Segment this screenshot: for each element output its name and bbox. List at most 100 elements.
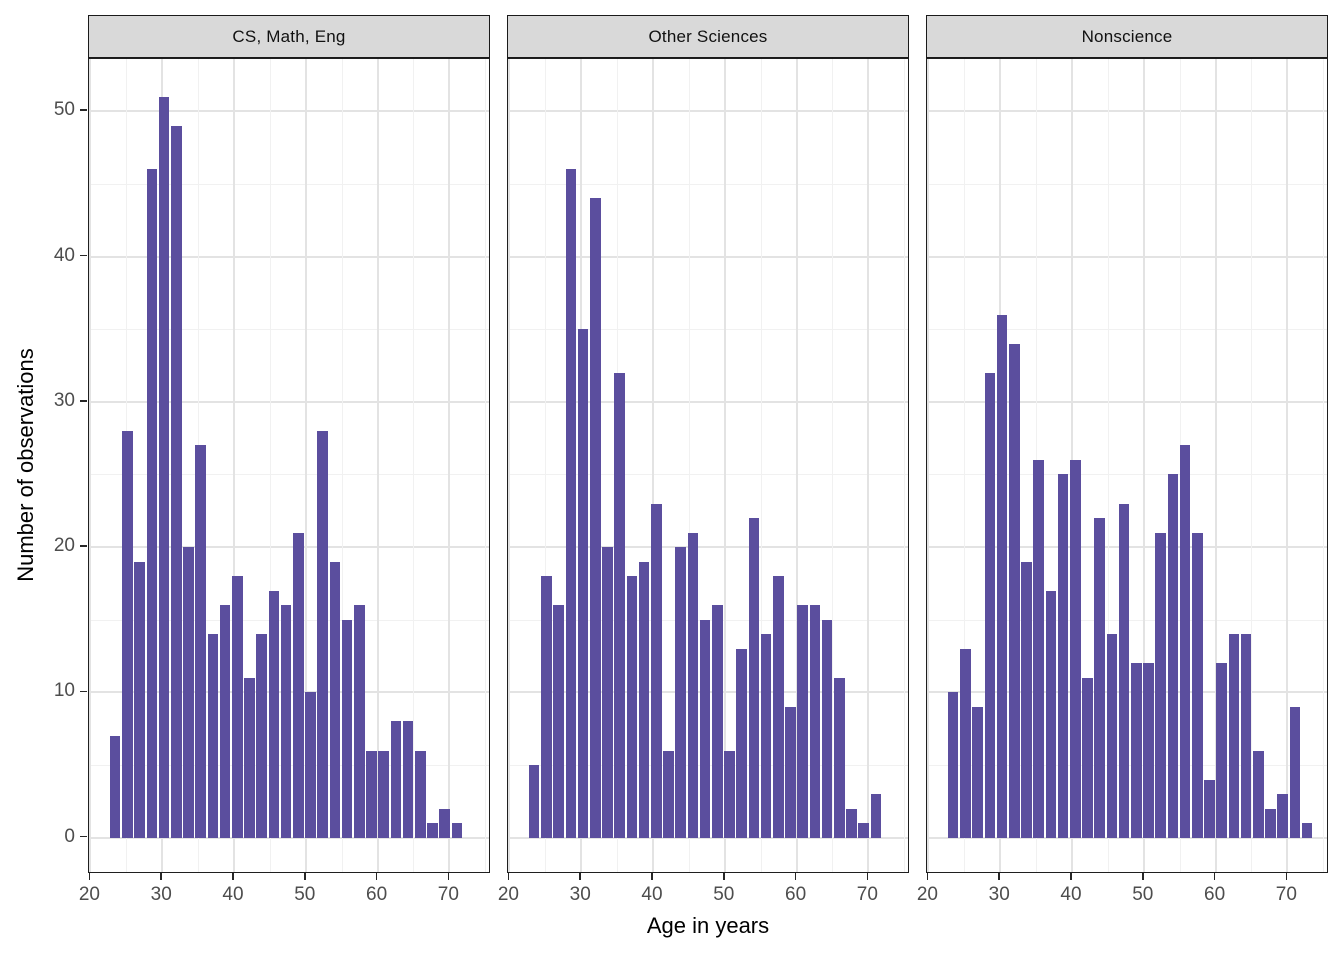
gridline-minor-h	[508, 329, 908, 331]
gridline-minor-h	[927, 474, 1327, 476]
x-tick-label: 30	[150, 884, 172, 905]
x-tick-label: 50	[1132, 884, 1154, 905]
histogram-bar	[541, 576, 552, 838]
histogram-bar	[1265, 808, 1276, 838]
histogram-bar	[1143, 663, 1154, 838]
histogram-bar	[699, 619, 711, 838]
facet-strip: Other Sciences	[507, 15, 909, 58]
x-tick-label: 30	[988, 884, 1010, 905]
gridline-minor-h	[89, 329, 489, 331]
gridline-minor-v	[413, 59, 415, 872]
histogram-bar	[414, 750, 426, 838]
histogram-bar	[207, 634, 219, 838]
gridline-minor-v	[964, 59, 966, 872]
y-tick-label: 50	[53, 99, 75, 121]
histogram-bar	[1045, 590, 1057, 838]
histogram-bar	[134, 561, 145, 838]
histogram-bar	[1240, 634, 1252, 838]
x-tick-label: 20	[916, 884, 938, 905]
histogram-bar	[736, 648, 747, 838]
histogram-bar	[614, 372, 625, 838]
x-tick-mark	[1213, 873, 1216, 880]
histogram-bar	[1130, 663, 1142, 838]
facet-strip: Nonscience	[926, 15, 1328, 58]
gridline-minor-v	[545, 59, 547, 872]
histogram-bar	[305, 692, 316, 838]
histogram-bar	[638, 561, 650, 838]
x-tick-mark	[579, 873, 581, 880]
gridline-major-v	[867, 59, 870, 872]
x-tick-mark	[794, 873, 797, 880]
histogram-bar	[1204, 779, 1215, 838]
gridline-major-h	[927, 836, 1327, 839]
y-tick-label: 10	[53, 680, 75, 702]
gridline-major-v	[233, 59, 235, 872]
x-tick-mark	[926, 873, 929, 880]
x-tick-label: 20	[497, 884, 519, 905]
histogram-bar	[711, 605, 723, 838]
histogram-bar	[626, 576, 638, 838]
gridline-major-h	[508, 400, 908, 403]
histogram-bar	[183, 547, 194, 838]
histogram-bar	[122, 430, 133, 838]
gridline-minor-v	[1107, 59, 1109, 872]
histogram-bar	[797, 605, 808, 838]
histogram-bar	[821, 619, 833, 838]
histogram-bar	[317, 430, 328, 838]
histogram-bar	[1252, 750, 1264, 838]
x-tick-mark	[303, 873, 306, 880]
histogram-bar	[1057, 474, 1069, 838]
x-tick-label: 60	[366, 884, 388, 905]
plot-panel	[88, 58, 490, 873]
histogram-bar	[402, 721, 414, 838]
histogram-bar	[329, 561, 341, 838]
histogram-bar	[219, 605, 231, 838]
histogram-bar	[772, 576, 784, 838]
histogram-bar	[427, 823, 438, 838]
gridline-major-h	[89, 836, 489, 839]
histogram-bar	[1021, 561, 1032, 838]
histogram-bar	[748, 518, 760, 838]
y-tick-mark	[80, 545, 87, 547]
gridline-minor-h	[508, 183, 908, 185]
gridline-major-v	[723, 59, 726, 872]
histogram-bar	[1179, 445, 1191, 838]
x-tick-label: 60	[1204, 884, 1226, 905]
histogram-bar	[565, 169, 577, 838]
histogram-bar	[1106, 634, 1118, 838]
gridline-minor-h	[89, 474, 489, 476]
histogram-bar	[451, 823, 463, 838]
x-tick-mark	[866, 873, 869, 880]
histogram-bar	[870, 794, 882, 838]
gridline-minor-v	[832, 59, 834, 872]
histogram-bar	[687, 532, 699, 838]
gridline-minor-h	[89, 183, 489, 185]
x-tick-label: 20	[78, 884, 100, 905]
y-tick-label: 30	[53, 389, 75, 411]
histogram-bar	[809, 605, 821, 838]
histogram-bar	[1216, 663, 1227, 838]
gridline-major-v	[304, 59, 307, 872]
gridline-major-v	[927, 59, 930, 872]
histogram-bar	[663, 750, 674, 838]
gridline-major-v	[376, 59, 379, 872]
gridline-major-v	[1286, 59, 1289, 872]
gridline-major-v	[508, 59, 511, 872]
histogram-bar	[1228, 634, 1240, 838]
histogram-bar	[109, 735, 121, 838]
histogram-bar	[650, 503, 662, 838]
histogram-bar	[353, 605, 365, 838]
histogram-bar	[256, 634, 267, 838]
gridline-minor-v	[688, 59, 690, 872]
x-tick-mark	[375, 873, 378, 880]
x-tick-label: 50	[713, 884, 735, 905]
histogram-bar	[675, 547, 686, 838]
x-axis-title: Age in years	[646, 913, 770, 938]
histogram-bar	[785, 706, 796, 838]
gridline-major-h	[927, 400, 1327, 403]
x-tick-label: 40	[641, 884, 663, 905]
histogram-bar	[280, 605, 292, 838]
x-tick-label: 40	[222, 884, 244, 905]
x-tick-mark	[722, 873, 725, 880]
